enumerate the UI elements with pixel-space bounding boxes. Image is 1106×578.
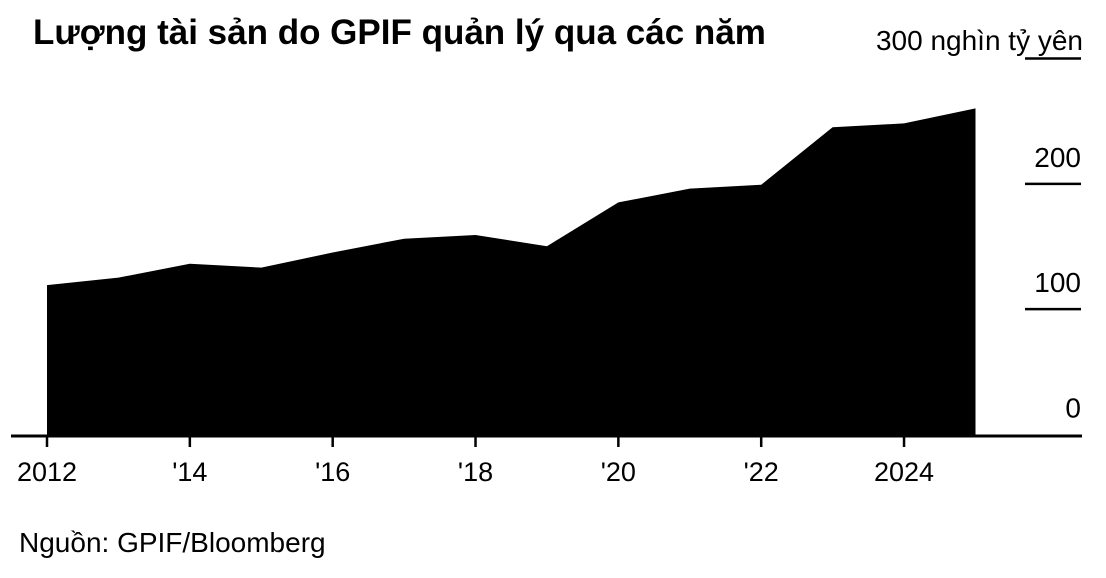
area-series (47, 108, 976, 437)
x-tick-label: '14 (172, 457, 207, 487)
source-caption: Nguồn: GPIF/Bloomberg (19, 527, 326, 558)
y-tick-label: 0 (1065, 393, 1081, 424)
x-tick-label: '16 (315, 457, 350, 487)
x-tick-label: 2024 (874, 457, 934, 487)
area-chart: 2012 '14 '16 '18 '20 '22 2024 0 100 200 (11, 57, 1082, 487)
x-tick-label: '22 (744, 457, 779, 487)
chart-title: Lượng tài sản do GPIF quản lý qua các nă… (33, 13, 766, 52)
x-tick-label: 2012 (17, 457, 77, 487)
x-tick-label: '18 (458, 457, 493, 487)
y-tick-label: 100 (1034, 267, 1081, 298)
y-tick-label: 200 (1034, 142, 1081, 173)
chart-canvas: 2012 '14 '16 '18 '20 '22 2024 0 100 200 (11, 57, 1082, 487)
y-axis-unit-label: 300 nghìn tỷ yên (875, 25, 1083, 56)
x-tick-label: '20 (601, 457, 636, 487)
